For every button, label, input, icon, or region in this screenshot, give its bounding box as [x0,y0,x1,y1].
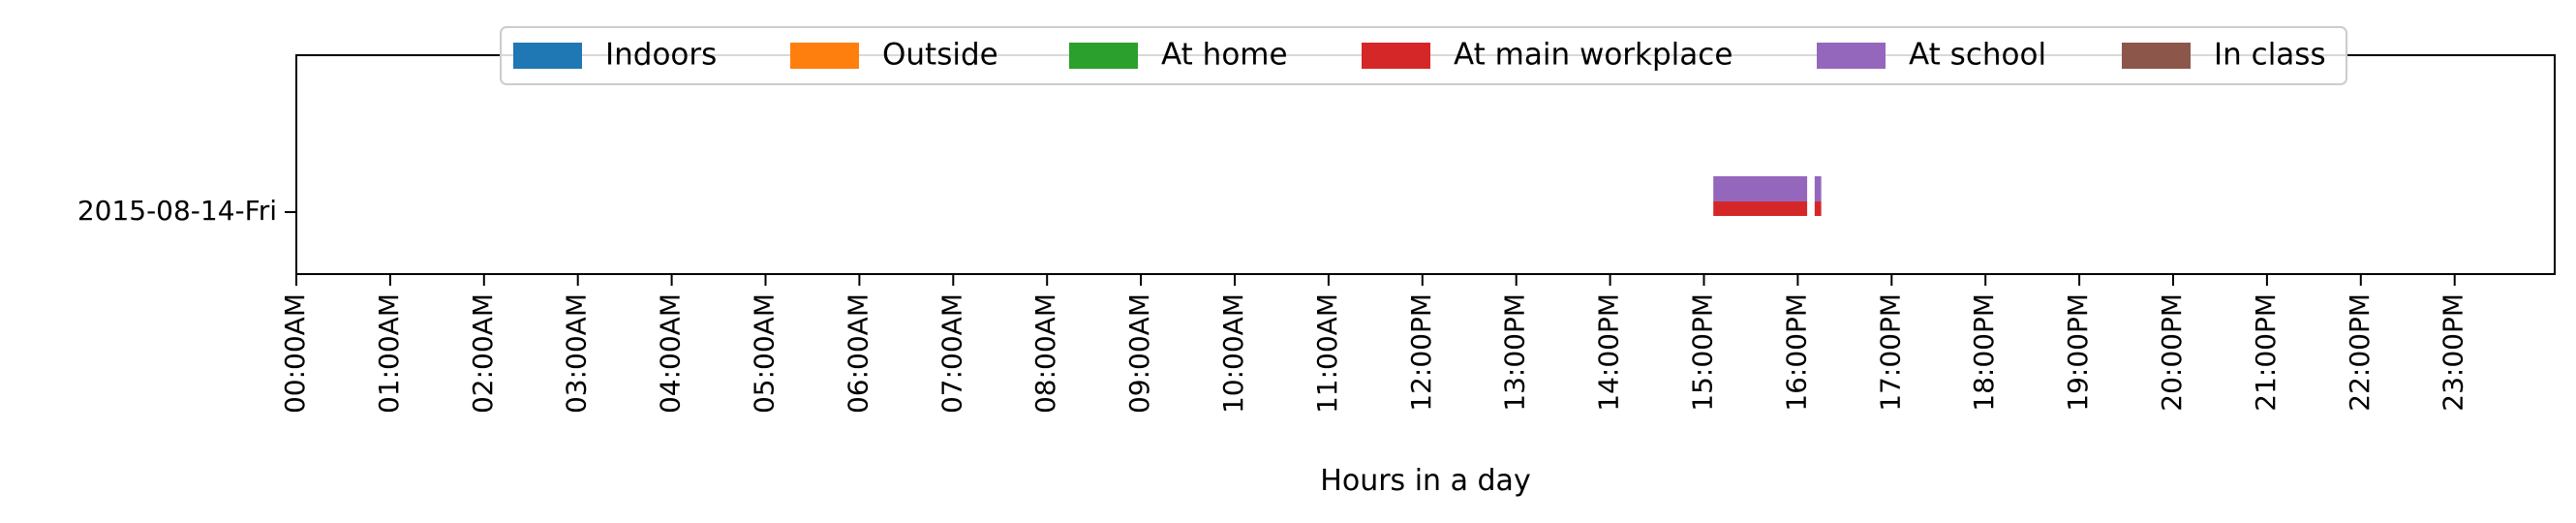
bar-at-school [1814,176,1822,201]
bar-at-main-workplace [1713,201,1808,216]
legend-label: At main workplace [1454,38,1733,73]
x-tick-label: 03:00AM [561,293,593,414]
x-tick-label: 14:00PM [1593,293,1625,412]
x-tick-label: 06:00AM [842,293,874,414]
x-tick-label: 20:00PM [2156,293,2188,412]
legend-label: Indoors [605,38,717,73]
x-axis-label: Hours in a day [1320,464,1530,498]
legend-label: Outside [882,38,998,73]
x-tick-label: 01:00AM [373,293,405,414]
legend-swatch [1069,43,1138,69]
x-tick-label: 04:00AM [655,293,687,414]
x-tick-label: 15:00PM [1687,293,1719,412]
bars-layer [1713,176,1822,216]
y-tick-label: 2015-08-14-Fri [77,195,277,227]
x-tick-label: 21:00PM [2250,293,2282,412]
x-tick-label: 09:00AM [1123,293,1155,414]
legend: Indoors Outside At home At main workplace At… [500,26,2347,85]
legend-swatch [1817,43,1886,69]
plot-frame [295,54,2556,275]
x-tick-label: 05:00AM [749,293,781,414]
x-tick-label: 19:00PM [2062,293,2094,412]
x-tick-label: 18:00PM [1968,293,2000,412]
legend-label: In class [2214,38,2326,73]
y-axis: 2015-08-14-Fri [77,195,296,227]
x-tick-label: 23:00PM [2438,293,2469,412]
x-tick-label: 16:00PM [1780,293,1812,412]
x-tick-label: 22:00PM [2344,293,2376,412]
x-tick-label: 08:00AM [1029,293,1061,414]
x-tick-label: 07:00AM [935,293,967,414]
x-tick-label: 10:00AM [1217,293,1249,414]
x-tick-label: 11:00AM [1311,293,1343,414]
legend-swatch [1362,43,1430,69]
x-tick-label: 13:00PM [1499,293,1531,412]
x-tick-label: 00:00AM [279,293,311,414]
x-tick-label: 02:00AM [467,293,499,414]
x-axis: 00:00AM 01:00AM 02:00AM 03:00AM 04:00AM 05:00… [279,274,2469,414]
x-tick-label: 17:00PM [1874,293,1906,412]
bar-at-main-workplace [1814,201,1822,216]
legend-swatch [2122,43,2191,69]
legend-swatch [790,43,859,69]
legend-swatch [513,43,582,69]
bar-at-school [1713,176,1808,201]
legend-label: At school [1909,38,2046,73]
x-tick-label: 12:00PM [1405,293,1437,412]
legend-label: At home [1161,38,1288,73]
